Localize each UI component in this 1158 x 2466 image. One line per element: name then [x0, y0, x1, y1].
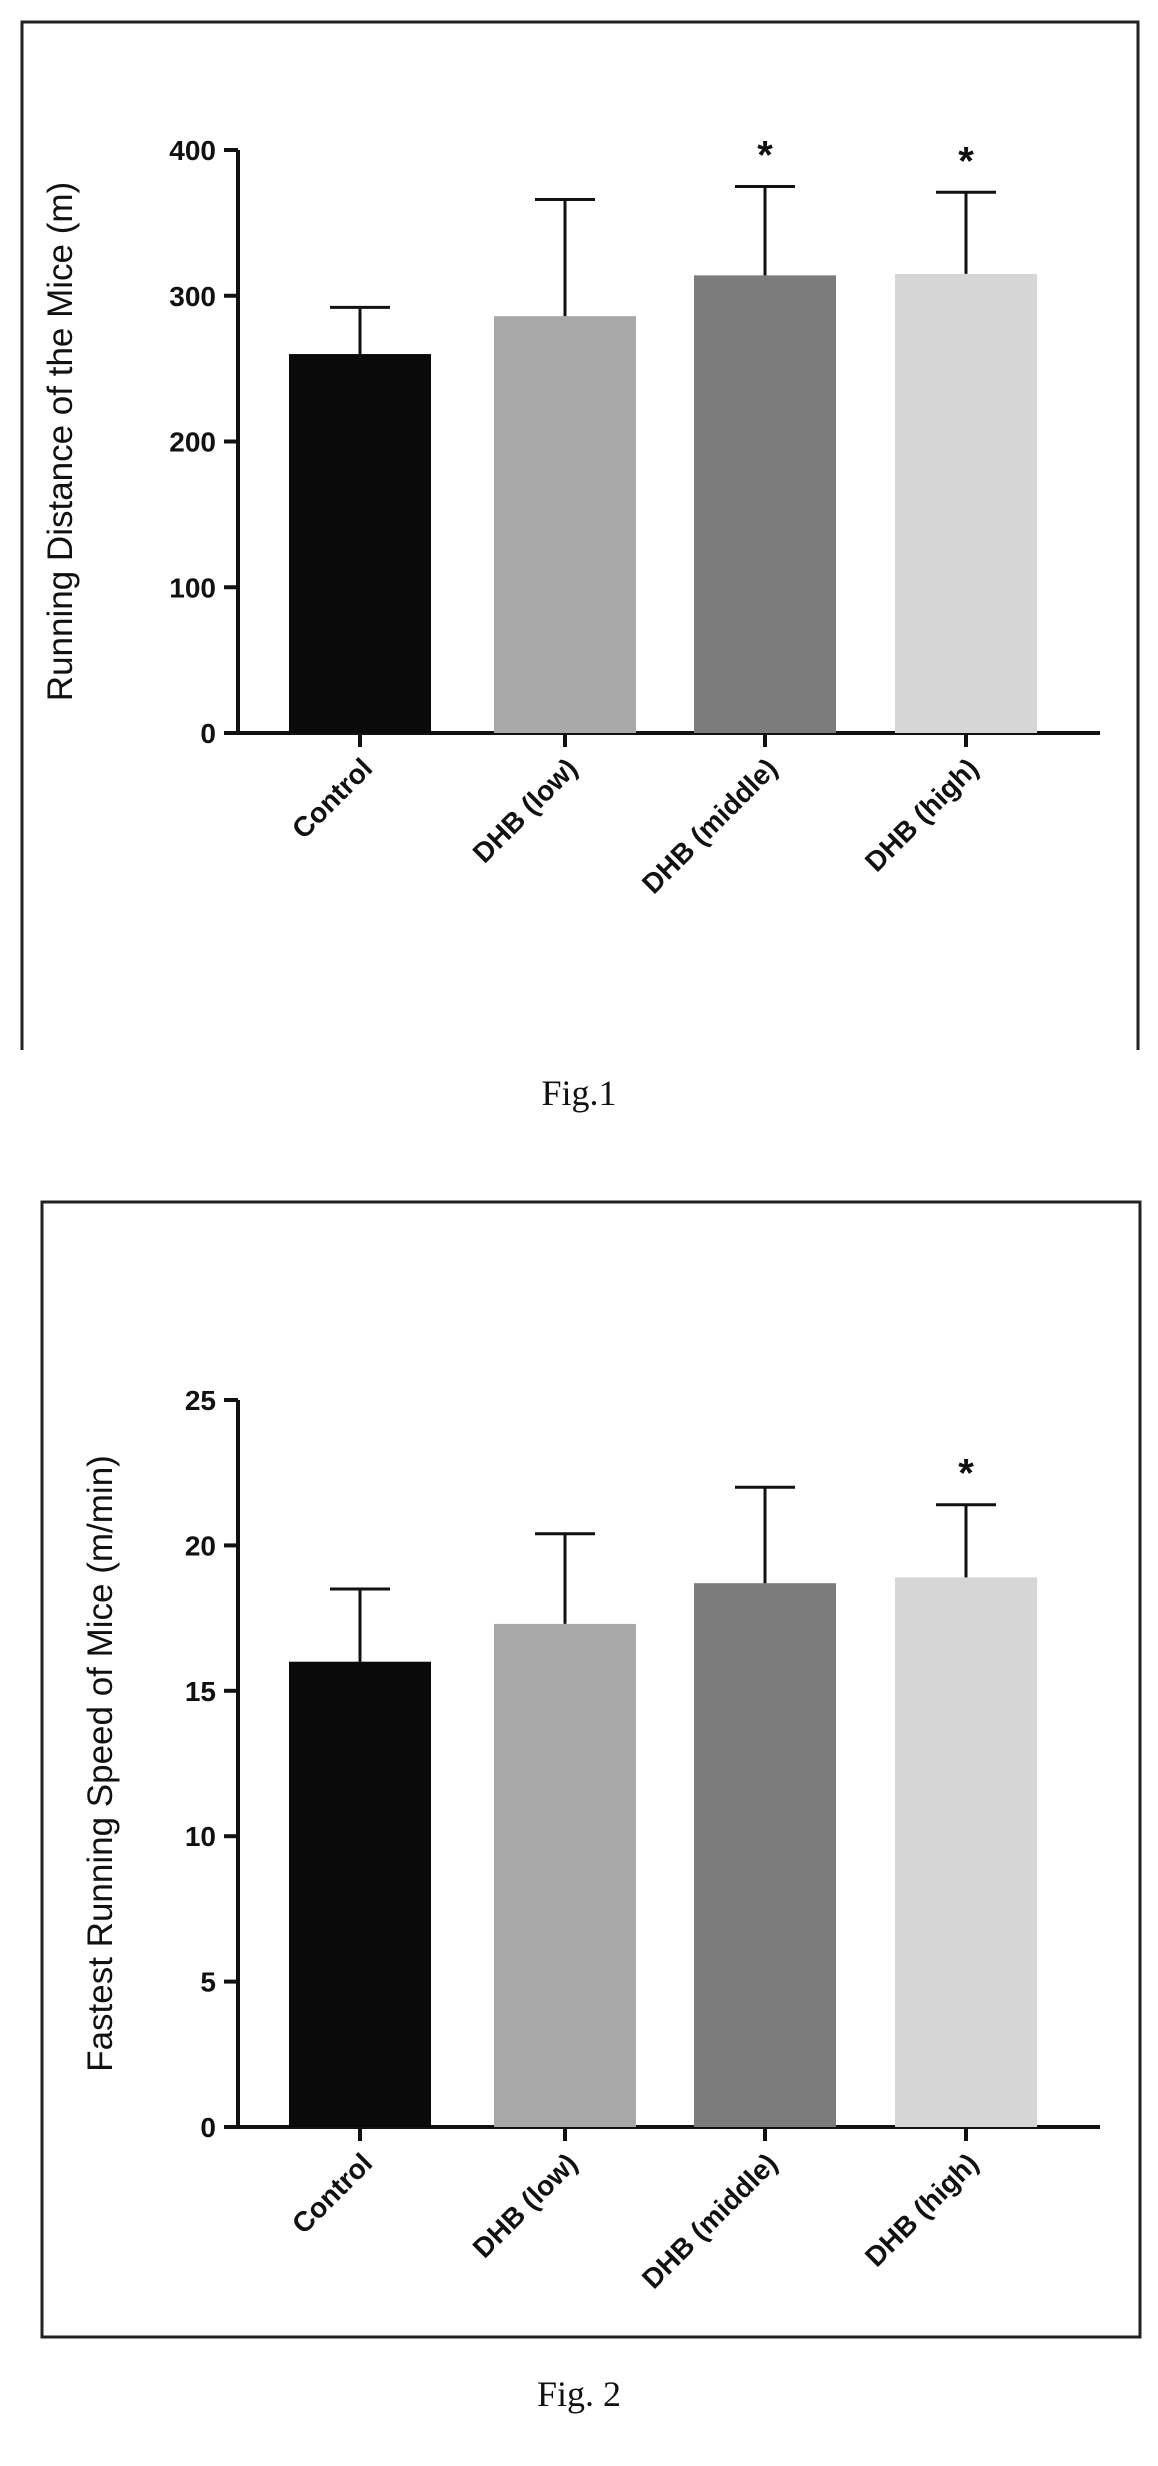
figure-2-chart: 0 5 10 15 20 25 Fastest Running Speed of Mice …	[40, 1200, 1142, 2339]
y-tick-label: 200	[169, 427, 216, 458]
figure-1-chart: 0 100 200 300 400 Running Distance of the Mic…	[20, 20, 1140, 1050]
figure-2-panel: 0 5 10 15 20 25 Fastest Running Speed of Mice …	[0, 1180, 1158, 2466]
figure-2-caption: Fig. 2	[536, 2374, 622, 2414]
y-tick-label: 10	[185, 1821, 216, 1852]
figure-1-caption: Fig.1	[541, 1073, 617, 1113]
y-tick-label: 300	[169, 281, 216, 312]
y-tick-label: 100	[169, 572, 216, 603]
y-tick-label: 25	[185, 1385, 216, 1416]
y-tick-label: 15	[185, 1676, 216, 1707]
significance-marker: *	[757, 133, 773, 177]
bar-dhb-high	[895, 273, 1037, 733]
bar-dhb-high	[895, 1577, 1037, 2127]
significance-marker: *	[958, 139, 974, 183]
figure-1-panel: 0 100 200 300 400 Running Distance of the Mic…	[0, 0, 1158, 1150]
bar-control	[289, 354, 431, 733]
y-axis-label: Running Distance of the Mice (m)	[41, 182, 80, 701]
y-axis-label: Fastest Running Speed of Mice (m/min)	[81, 1455, 120, 2072]
bar-control	[289, 1661, 431, 2127]
bar-dhb-low	[494, 1623, 636, 2127]
y-tick-label: 5	[200, 1967, 216, 1998]
y-tick-label: 20	[185, 1530, 216, 1561]
bar-dhb-low	[494, 316, 636, 733]
bar-dhb-middle	[694, 1583, 836, 2127]
bar-dhb-middle	[694, 275, 836, 733]
y-tick-label: 0	[200, 718, 216, 749]
significance-marker: *	[958, 1452, 974, 1496]
y-tick-label: 0	[200, 2112, 216, 2143]
y-tick-label: 400	[169, 135, 216, 166]
